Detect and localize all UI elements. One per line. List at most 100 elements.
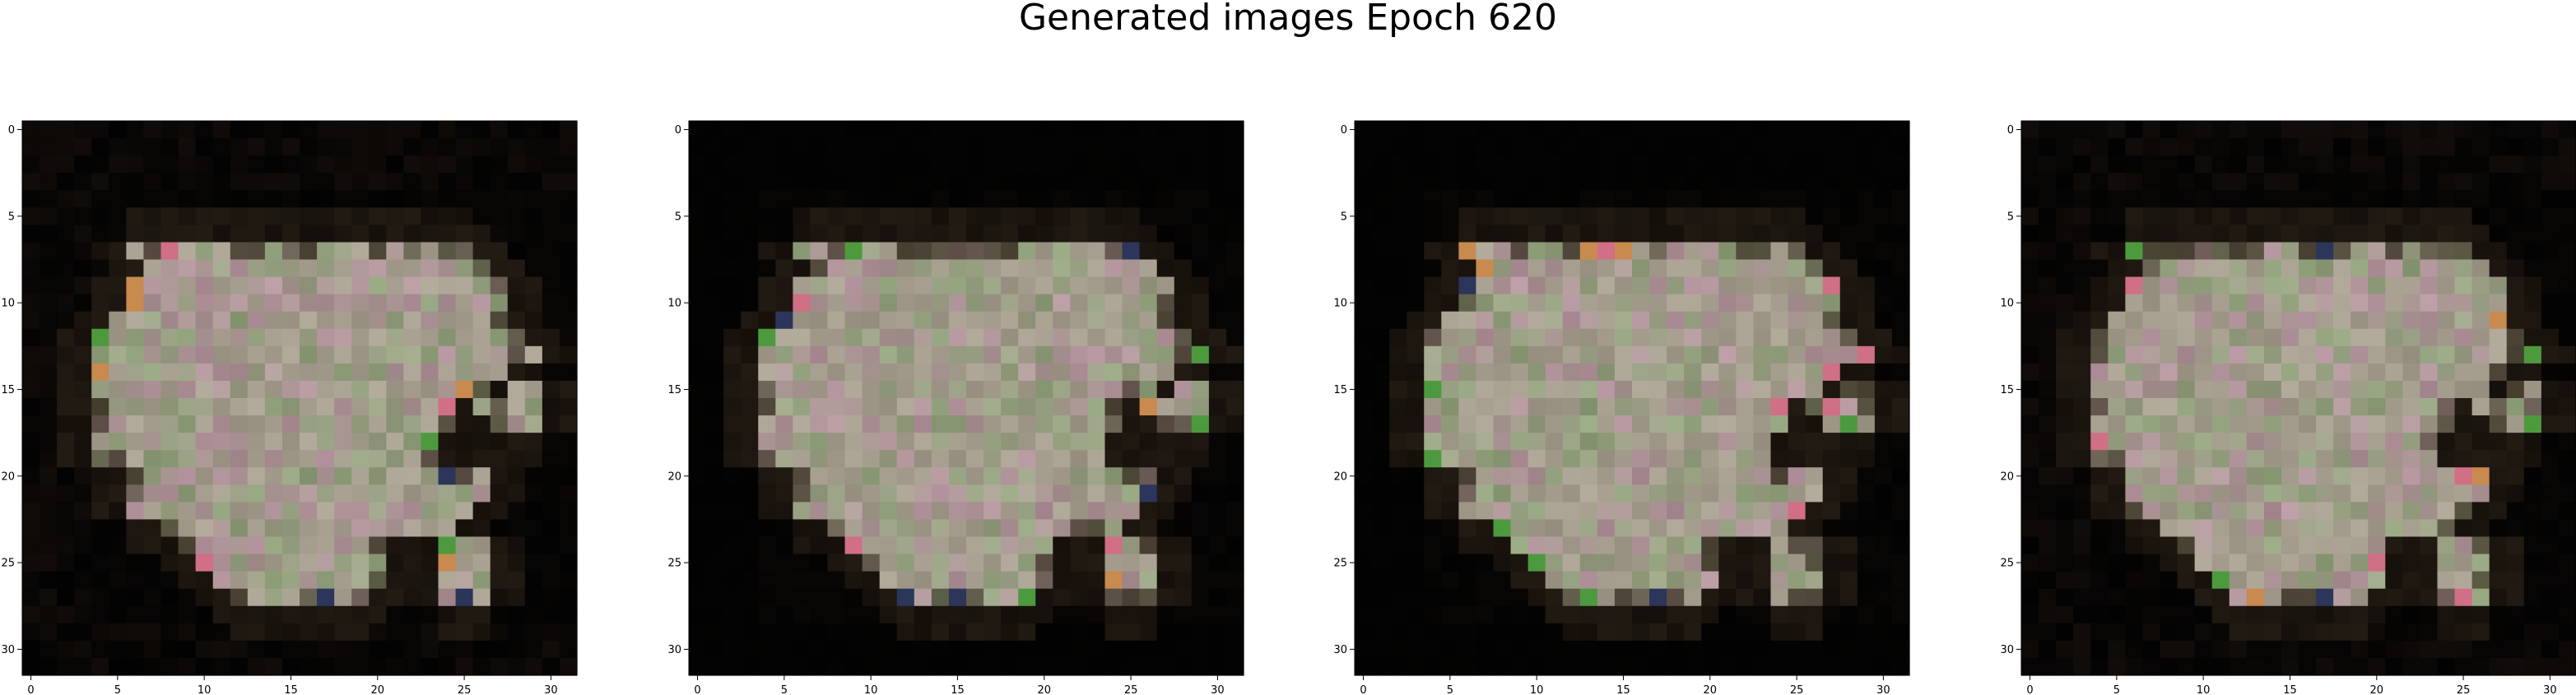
- pixel-cell: [2506, 363, 2525, 382]
- pixel-cell: [178, 207, 197, 225]
- pixel-cell: [2333, 519, 2351, 538]
- pixel-cell: [948, 519, 967, 538]
- pixel-cell: [57, 536, 75, 555]
- pixel-cell: [1597, 276, 1616, 295]
- pixel-cell: [507, 173, 526, 191]
- pixel-cell: [264, 328, 283, 347]
- pixel-cell: [1139, 640, 1158, 659]
- pixel-cell: [2541, 155, 2560, 174]
- pixel-cell: [472, 363, 491, 382]
- pixel-cell: [247, 242, 266, 261]
- pixel-cell: [1857, 225, 1876, 243]
- pixel-cell: [559, 242, 578, 261]
- pixel-cell: [22, 276, 40, 295]
- pixel-cell: [2402, 380, 2421, 399]
- pixel-cell: [1614, 173, 1633, 191]
- pixel-cell: [2039, 121, 2057, 139]
- pixel-cell: [57, 450, 75, 468]
- pixel-cell: [1718, 155, 1737, 174]
- pixel-cell: [723, 207, 742, 225]
- pixel-cell: [300, 345, 318, 364]
- pixel-cell: [741, 207, 759, 225]
- pixel-cell: [1372, 276, 1390, 295]
- pixel-cell: [1597, 380, 1616, 399]
- pixel-cell: [2299, 467, 2317, 485]
- pixel-cell: [1208, 138, 1227, 156]
- pixel-cell: [2108, 657, 2126, 676]
- pixel-cell: [2281, 415, 2299, 433]
- pixel-cell: [2090, 363, 2109, 382]
- pixel-cell: [2558, 380, 2576, 399]
- pixel-cell: [2350, 225, 2369, 243]
- pixel-cell: [2021, 363, 2039, 382]
- pixel-cell: [2211, 311, 2230, 330]
- pixel-cell: [2090, 519, 2109, 538]
- pixel-cell: [126, 519, 145, 538]
- pixel-cell: [1614, 328, 1633, 347]
- pixel-cell: [1053, 380, 1071, 399]
- pixel-cell: [2471, 588, 2490, 607]
- pixel-cell: [438, 345, 457, 364]
- pixel-cell: [2558, 433, 2576, 451]
- pixel-cell: [844, 588, 863, 607]
- pixel-cell: [1701, 276, 1719, 295]
- pixel-cell: [2160, 328, 2178, 347]
- pixel-cell: [723, 502, 742, 521]
- pixel-cell: [1355, 259, 1373, 278]
- pixel-cell: [1001, 433, 1019, 451]
- pixel-cell: [1407, 276, 1425, 295]
- pixel-cell: [57, 276, 75, 295]
- pixel-cell: [2333, 311, 2351, 330]
- pixel-cell: [1753, 571, 1772, 590]
- pixel-cell: [2160, 415, 2178, 433]
- pixel-cell: [559, 311, 578, 330]
- pixel-cell: [2454, 259, 2473, 278]
- pixel-cell: [1001, 276, 1019, 295]
- pixel-cell: [2368, 398, 2386, 416]
- pixel-cell: [2039, 605, 2057, 624]
- pixel-cell: [1527, 259, 1546, 278]
- pixel-cell: [2211, 484, 2230, 503]
- pixel-cell: [1510, 657, 1529, 676]
- pixel-cell: [723, 259, 742, 278]
- pixel-cell: [2454, 345, 2473, 364]
- pixel-cell: [1753, 657, 1772, 676]
- pixel-cell: [74, 173, 92, 191]
- pixel-cell: [1597, 433, 1616, 451]
- pixel-cell: [2039, 502, 2057, 521]
- pixel-cell: [896, 121, 915, 139]
- pixel-cell: [1562, 657, 1581, 676]
- pixel-cell: [2454, 519, 2473, 538]
- pixel-cell: [317, 640, 335, 659]
- pixel-cell: [706, 571, 724, 590]
- pixel-cell: [1424, 207, 1442, 225]
- pixel-cell: [723, 380, 742, 399]
- pixel-cell: [2194, 588, 2213, 607]
- pixel-cell: [2090, 571, 2109, 590]
- pixel-cell: [472, 657, 491, 676]
- pixel-cell: [1355, 225, 1373, 243]
- pixel-cell: [1407, 328, 1425, 347]
- pixel-cell: [1718, 345, 1737, 364]
- pixel-cell: [524, 554, 543, 572]
- pixel-cell: [2299, 433, 2317, 451]
- pixel-cell: [160, 345, 179, 364]
- pixel-cell: [1104, 121, 1123, 139]
- pixel-cell: [230, 398, 249, 416]
- pixel-cell: [2211, 259, 2230, 278]
- pixel-cell: [1545, 519, 1564, 538]
- pixel-cell: [689, 519, 707, 538]
- pixel-cell: [143, 484, 162, 503]
- pixel-cell: [369, 484, 387, 503]
- pixel-cell: [1035, 138, 1053, 156]
- pixel-cell: [1001, 328, 1019, 347]
- pixel-cell: [1701, 640, 1719, 659]
- pixel-cell: [1701, 415, 1719, 433]
- x-tick-label: 15: [2283, 684, 2297, 695]
- pixel-cell: [334, 207, 352, 225]
- pixel-cell: [1649, 571, 1667, 590]
- pixel-cell: [1493, 345, 1512, 364]
- pixel-cell: [2108, 415, 2126, 433]
- pixel-cell: [879, 294, 898, 313]
- pixel-cell: [160, 519, 179, 538]
